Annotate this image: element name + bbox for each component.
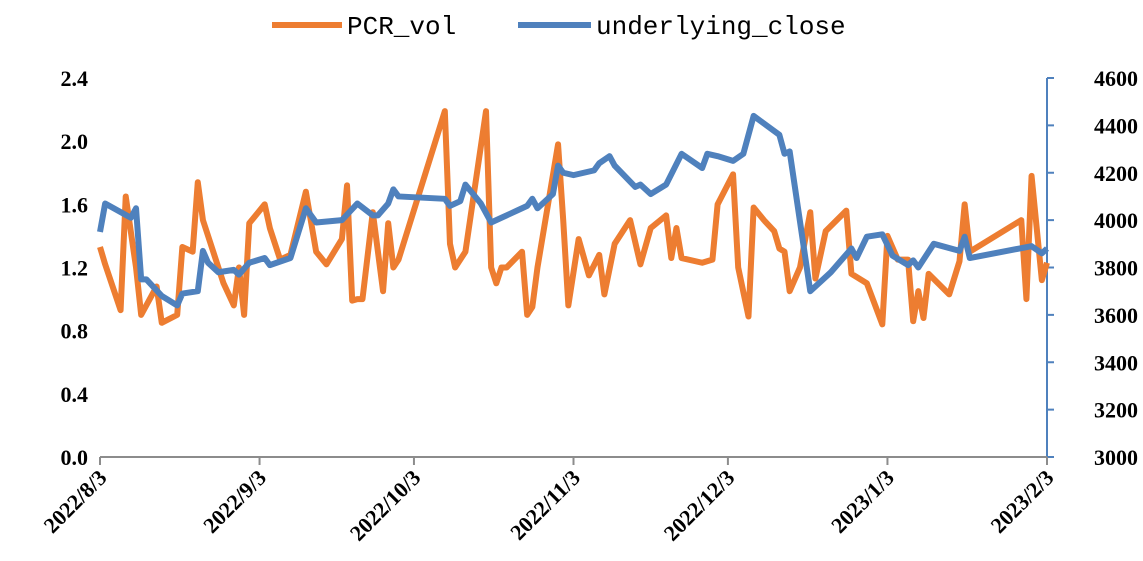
x-tick-label: 2022/11/3: [505, 465, 585, 545]
y2-tick-label: 4200: [1094, 161, 1138, 186]
y-tick-label: 0.8: [61, 319, 89, 344]
y2-tick-label: 3200: [1094, 398, 1138, 423]
y-tick-label: 2.4: [61, 66, 89, 91]
y2-tick-label: 4000: [1094, 208, 1138, 233]
y2-tick-label: 4400: [1094, 113, 1138, 138]
legend-label: PCR_vol: [347, 12, 456, 42]
series-line: [97, 112, 1050, 309]
y-tick-label: 1.2: [61, 256, 89, 281]
y2-tick-label: 3000: [1094, 445, 1138, 470]
x-tick-label: 2022/10/3: [345, 465, 426, 546]
y-tick-label: 1.6: [61, 192, 89, 217]
x-tick-label: 2022/8/3: [39, 465, 112, 538]
x-tick-label: 2022/12/3: [659, 465, 740, 546]
y2-tick-label: 4600: [1094, 66, 1138, 91]
x-tick-label: 2022/9/3: [198, 465, 271, 538]
legend-label: underlying_close: [596, 12, 846, 42]
y2-tick-label: 3400: [1094, 350, 1138, 375]
y2-tick-label: 3600: [1094, 303, 1138, 328]
y-tick-label: 2.0: [61, 129, 89, 154]
y-tick-label: 0.0: [61, 445, 89, 470]
x-tick-label: 2023/1/3: [826, 465, 899, 538]
y-tick-label: 0.4: [61, 382, 89, 407]
y2-tick-label: 3800: [1094, 256, 1138, 281]
series-line: [97, 108, 1050, 328]
x-tick-label: 2023/2/3: [986, 465, 1059, 538]
